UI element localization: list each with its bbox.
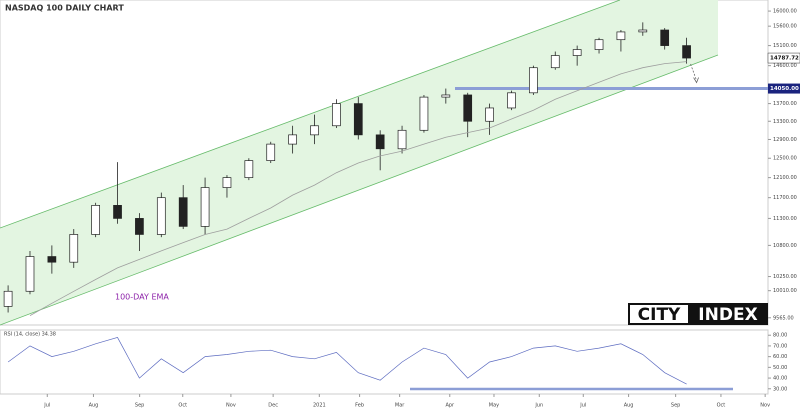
x-tick-label: Feb <box>355 403 364 409</box>
y-tick-label: 12900.00 <box>773 137 797 143</box>
rsi-panel <box>0 329 769 395</box>
x-tick-label: 2021 <box>313 403 326 409</box>
x-tick-label: Nov <box>760 403 770 409</box>
candle-body <box>485 107 494 122</box>
candle-body <box>288 134 297 145</box>
candle-body <box>69 234 79 263</box>
candle-body <box>638 29 648 33</box>
x-tick-label: Oct <box>717 403 726 409</box>
forecast-arrowhead <box>693 77 699 84</box>
y-tick-label: 13300.00 <box>773 119 797 125</box>
logo-left <box>630 305 688 323</box>
candle-body <box>91 205 100 235</box>
x-tick-label: Jul <box>579 403 586 409</box>
candle-body <box>332 103 341 127</box>
candle-body <box>441 94 451 98</box>
rsi-tick-label: 60.00 <box>773 354 787 360</box>
candle-body <box>397 129 407 150</box>
candle-body <box>113 205 122 219</box>
rsi-tick-label: 70.00 <box>773 343 787 349</box>
y-tick-label: 15100.00 <box>773 43 797 49</box>
candle-body <box>178 197 188 227</box>
y-tick-label: 10250.00 <box>773 274 797 280</box>
x-tick-label: Mar <box>395 403 405 409</box>
y-tick-label: 9565.00 <box>773 315 794 321</box>
ema-label: 100-DAY EMA <box>115 293 169 302</box>
y-tick-label: 11300.00 <box>773 216 797 222</box>
candle-body <box>572 49 582 56</box>
x-tick-label: Aug <box>624 403 634 409</box>
candle-body <box>463 94 473 122</box>
x-tick-label: Jul <box>43 403 50 409</box>
last-tag <box>767 52 800 64</box>
last-label: 14787.72 <box>770 56 799 62</box>
x-tick-label: Aug <box>89 403 99 409</box>
rsi-tick-label: 40.00 <box>773 376 787 382</box>
candle-body <box>550 55 560 69</box>
y-tick-label: 10800.00 <box>773 243 797 249</box>
forecast-arrow <box>690 63 697 81</box>
candle-body <box>135 218 144 235</box>
y-tick-label: 12100.00 <box>773 175 797 181</box>
x-tick-label: May <box>489 403 499 409</box>
x-tick-label: Oct <box>178 403 187 409</box>
y-tick-label: 14600.00 <box>773 63 797 69</box>
rsi-tick-label: 30.00 <box>773 386 787 392</box>
rsi-tick-label: 80.00 <box>773 333 787 339</box>
candle-body <box>529 67 538 94</box>
candle-body <box>419 96 429 131</box>
rsi-line <box>7 336 687 385</box>
ema-line <box>29 61 687 316</box>
candle-body <box>682 45 691 59</box>
chart-title: NASDAQ 100 DAILY CHART <box>5 4 124 13</box>
candle-body <box>156 197 166 235</box>
candle-body <box>353 103 363 136</box>
candle-body <box>310 125 319 136</box>
candle-body <box>594 39 604 50</box>
y-tick-label: 12500.00 <box>773 156 797 162</box>
candle-body <box>266 143 276 161</box>
channel-lower <box>0 54 719 326</box>
x-tick-label: Dec <box>268 403 278 409</box>
candle-body <box>3 290 13 307</box>
support-tag <box>768 83 800 94</box>
candle-body <box>25 256 35 292</box>
candle-body <box>200 187 210 227</box>
logo-text: CITY <box>638 305 681 325</box>
support-label: 14050.00 <box>770 86 799 92</box>
candle-body <box>375 134 385 150</box>
logo: CITY INDEX <box>628 303 768 325</box>
channel-upper <box>0 0 621 229</box>
y-tick-label: 15600.00 <box>773 24 797 30</box>
logo-text: INDEX <box>698 305 757 325</box>
candle-body <box>616 31 626 41</box>
candle-body <box>47 256 57 263</box>
rsi-title: RSI (14, close) 34.38 <box>4 332 56 338</box>
x-tick-label: Nov <box>226 403 236 409</box>
candle-body <box>222 177 232 188</box>
y-tick-label: 13700.00 <box>773 101 797 107</box>
x-tick-label: Jun <box>534 403 543 409</box>
y-tick-label: 16000.00 <box>773 9 797 15</box>
rsi-tick-label: 50.00 <box>773 365 787 371</box>
x-tick-label: Apr <box>445 403 455 409</box>
y-tick-label: 10010.00 <box>773 288 797 294</box>
x-tick-label: Sep <box>135 403 144 409</box>
candle-body <box>660 29 670 46</box>
x-tick-label: Sep <box>671 403 680 409</box>
y-tick-label: 11700.00 <box>773 195 797 201</box>
candle-body <box>507 92 516 109</box>
candle-body <box>244 160 254 178</box>
